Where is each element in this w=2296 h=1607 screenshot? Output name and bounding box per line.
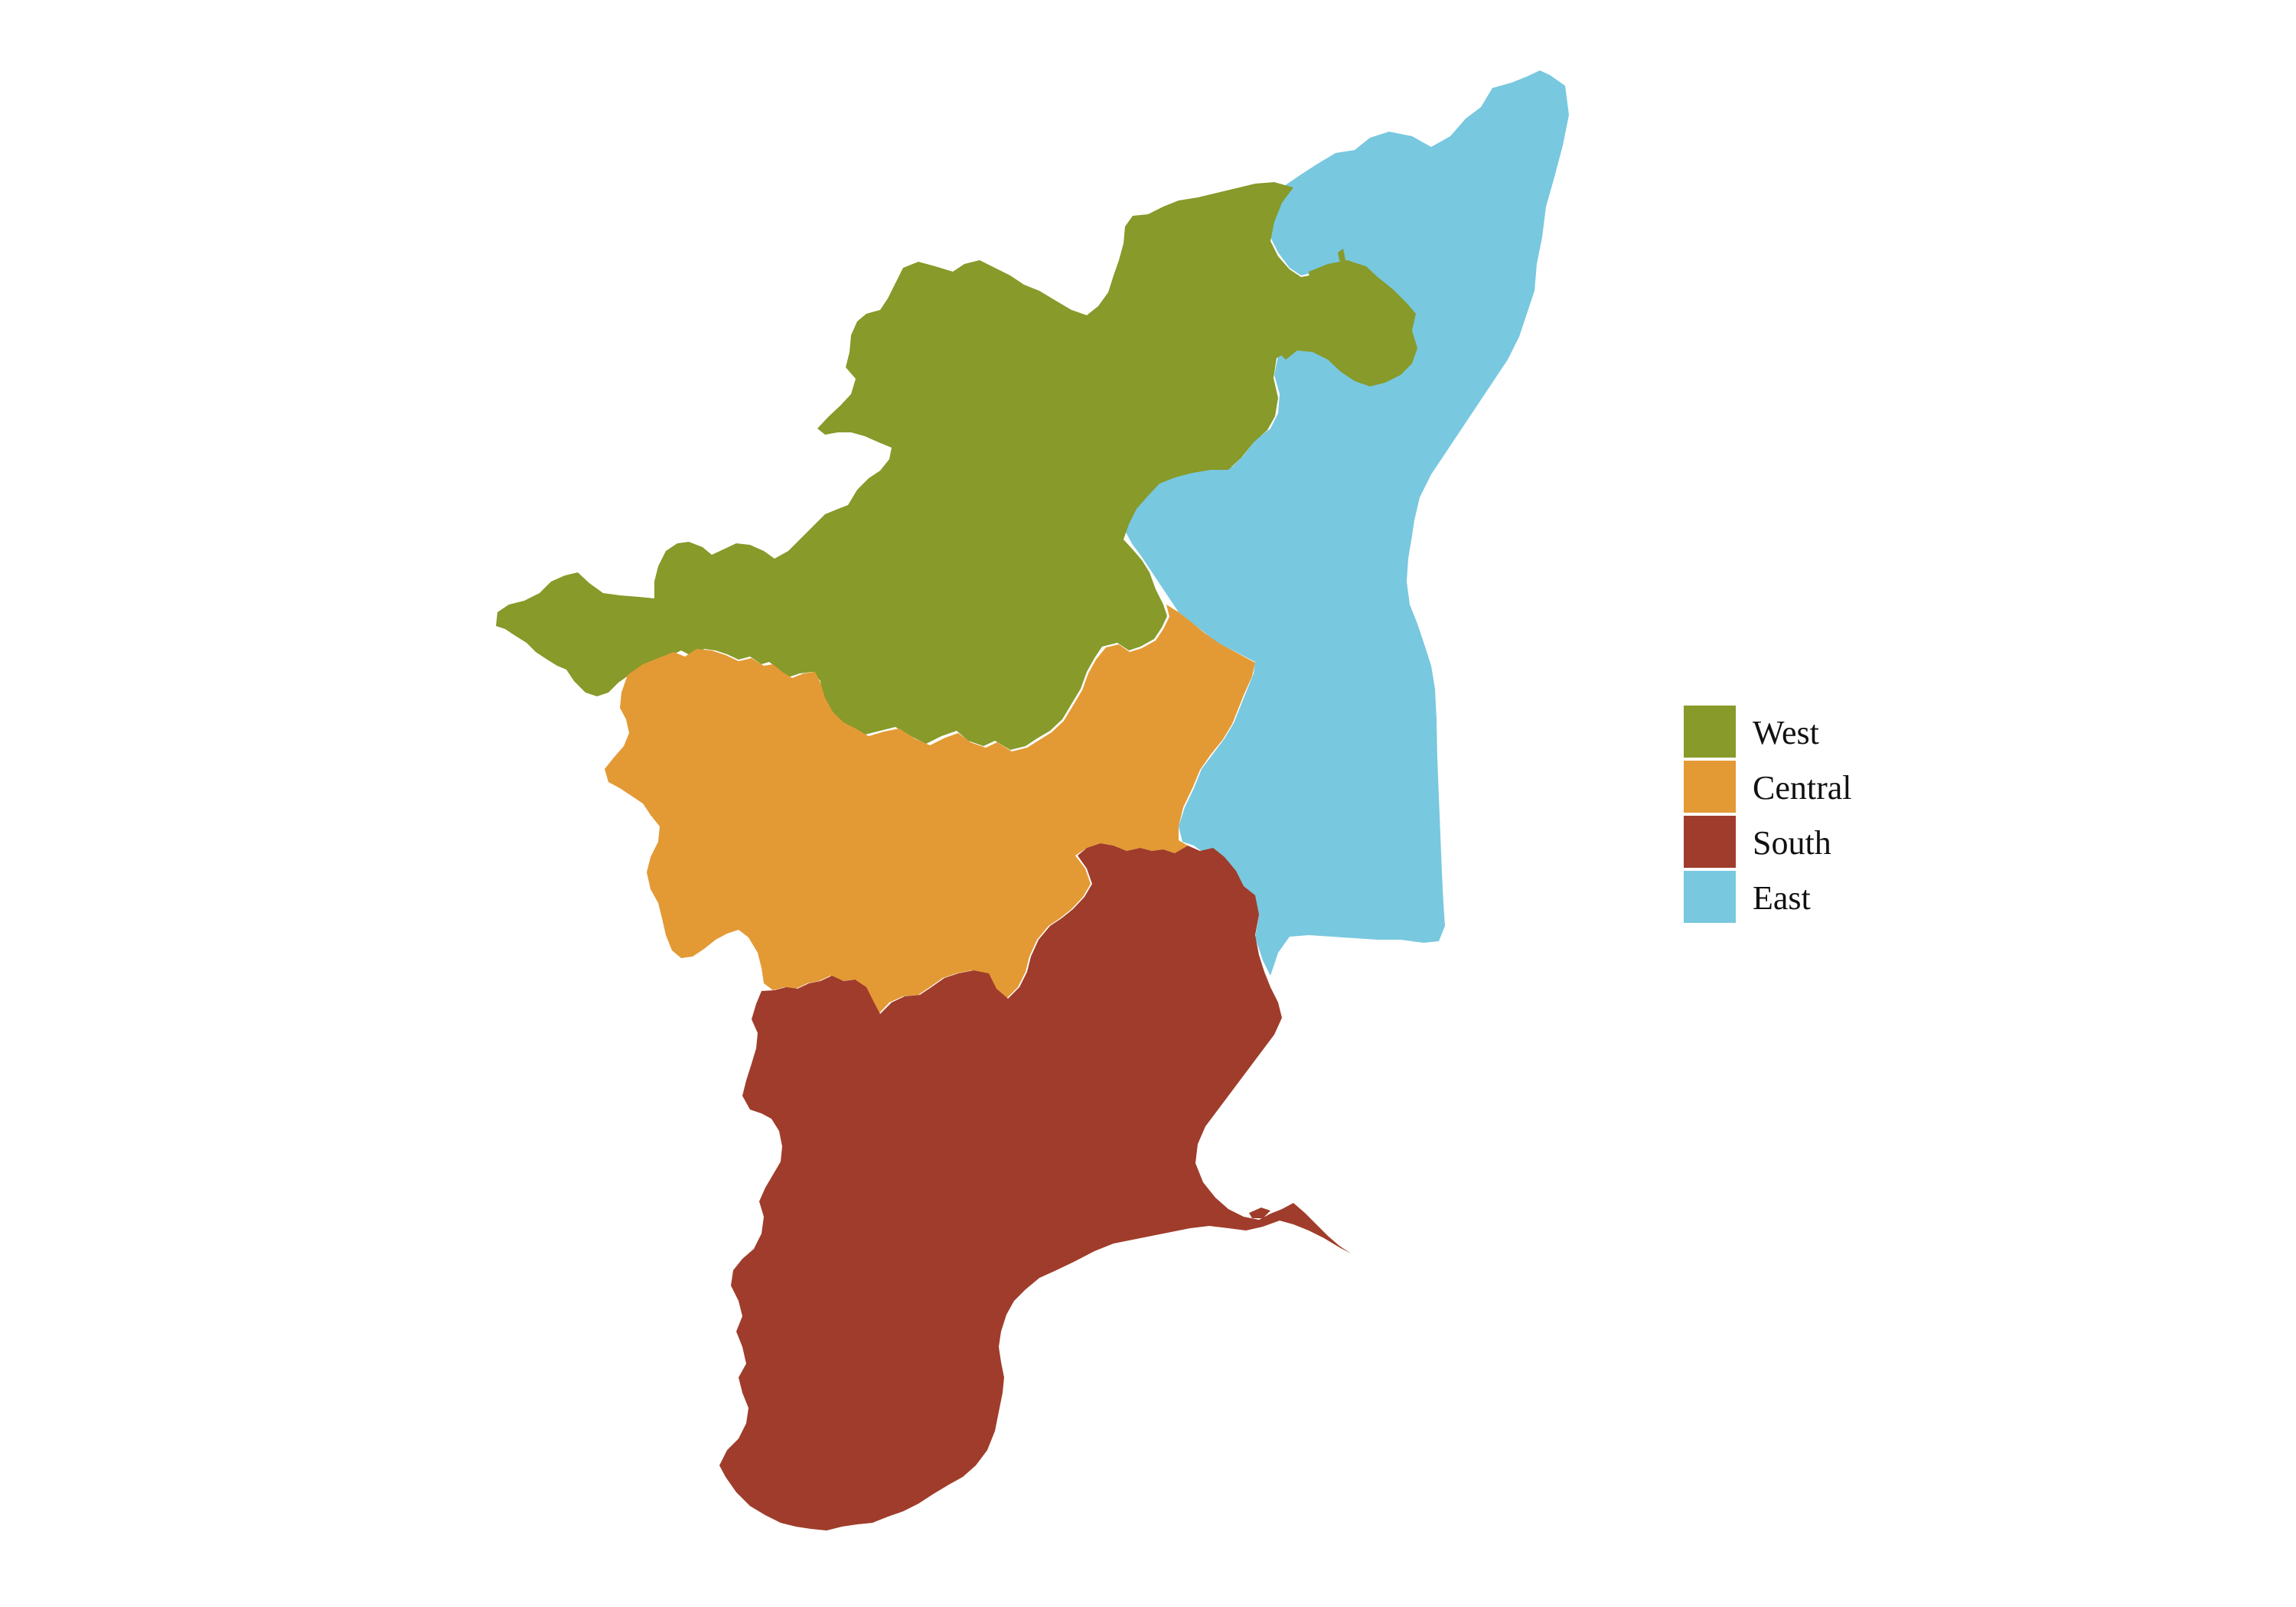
region-west-lobe xyxy=(1278,260,1417,386)
legend-swatch-south xyxy=(1684,816,1736,868)
legend-swatch-east xyxy=(1684,871,1736,923)
legend-swatch-central xyxy=(1684,761,1736,813)
region-south xyxy=(719,843,1351,1530)
region-west xyxy=(496,182,1413,750)
region-central xyxy=(605,605,1255,1014)
legend-label-west: West xyxy=(1753,714,1819,751)
legend-label-south: South xyxy=(1753,824,1831,862)
region-east xyxy=(1124,70,1569,976)
legend-label-central: Central xyxy=(1753,769,1852,807)
regions-layer xyxy=(496,70,1569,1530)
legend: West Central South East xyxy=(1684,706,1852,923)
legend-label-east: East xyxy=(1753,879,1811,917)
legend-swatch-west xyxy=(1684,706,1736,758)
region-south-islet xyxy=(1249,1208,1270,1218)
